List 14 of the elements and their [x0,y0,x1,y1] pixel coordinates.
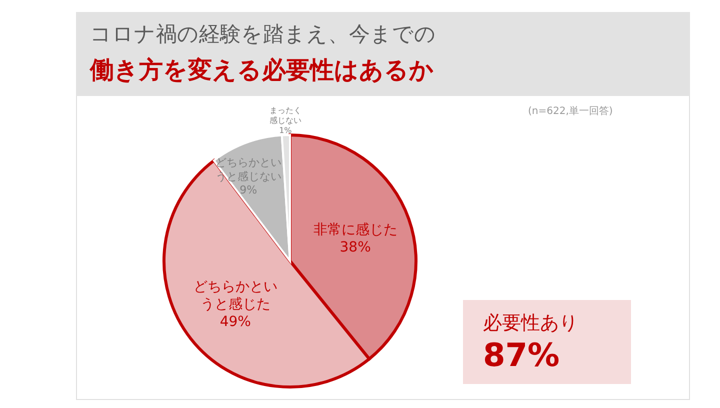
slice-label: どちらかというと感じた [193,279,278,313]
text: 必要性あり [483,311,578,336]
data-label: 38% [340,240,371,256]
chart-title: コロナ禍の経験を踏まえ、今までの [90,21,436,48]
data-label: 9% [240,184,258,197]
slice-label: まったく感じない [269,106,302,125]
text: (n=622,単一回答) [528,105,613,118]
data-label: 49% [220,314,251,330]
data-label: 1% [279,126,292,135]
slice-label: 非常に感じた [313,222,398,238]
text: 87% [483,336,560,374]
slice-label: どちらかというと感じない [215,156,282,183]
pie-slice [212,134,291,262]
chart-subtitle: 働き方を変える必要性はあるか [90,55,434,86]
